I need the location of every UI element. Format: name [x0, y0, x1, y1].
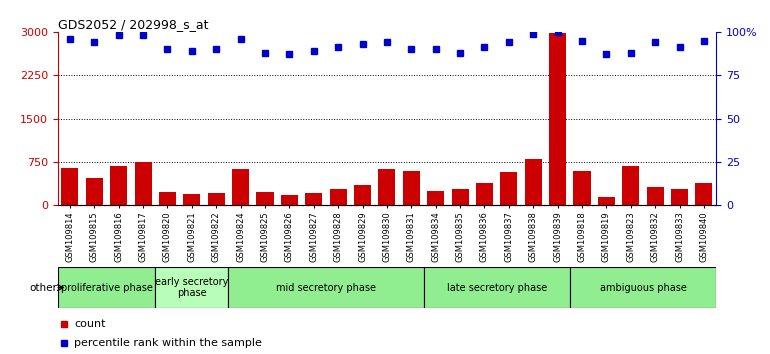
Bar [58, 267, 156, 308]
Bar [622, 166, 639, 205]
Text: proliferative phase: proliferative phase [61, 282, 152, 293]
Text: early secretory
phase: early secretory phase [156, 277, 229, 298]
Bar [85, 178, 103, 205]
Bar [695, 183, 712, 205]
Text: ambiguous phase: ambiguous phase [600, 282, 686, 293]
Bar [62, 168, 79, 205]
Bar [232, 169, 249, 205]
Bar [281, 195, 298, 205]
Bar [156, 267, 229, 308]
Bar [598, 197, 615, 205]
Bar [208, 193, 225, 205]
Bar [427, 191, 444, 205]
Bar [135, 162, 152, 205]
Text: GDS2052 / 202998_s_at: GDS2052 / 202998_s_at [58, 18, 208, 31]
Bar [524, 159, 542, 205]
Bar [500, 172, 517, 205]
Bar [647, 187, 664, 205]
Bar [354, 185, 371, 205]
Bar [574, 171, 591, 205]
Text: percentile rank within the sample: percentile rank within the sample [74, 338, 262, 348]
Bar [229, 267, 424, 308]
Bar [378, 169, 396, 205]
Text: mid secretory phase: mid secretory phase [276, 282, 376, 293]
Bar [183, 194, 200, 205]
Bar [451, 189, 469, 205]
Bar [671, 189, 688, 205]
Bar [570, 267, 716, 308]
Bar [256, 192, 273, 205]
Text: late secretory phase: late secretory phase [447, 282, 547, 293]
Text: count: count [74, 319, 105, 329]
Bar [110, 166, 127, 205]
Bar [424, 267, 570, 308]
Bar [159, 192, 176, 205]
Bar [549, 33, 566, 205]
Bar [305, 193, 323, 205]
Text: other: other [30, 282, 58, 293]
Bar [330, 189, 346, 205]
Bar [476, 183, 493, 205]
Bar [403, 171, 420, 205]
